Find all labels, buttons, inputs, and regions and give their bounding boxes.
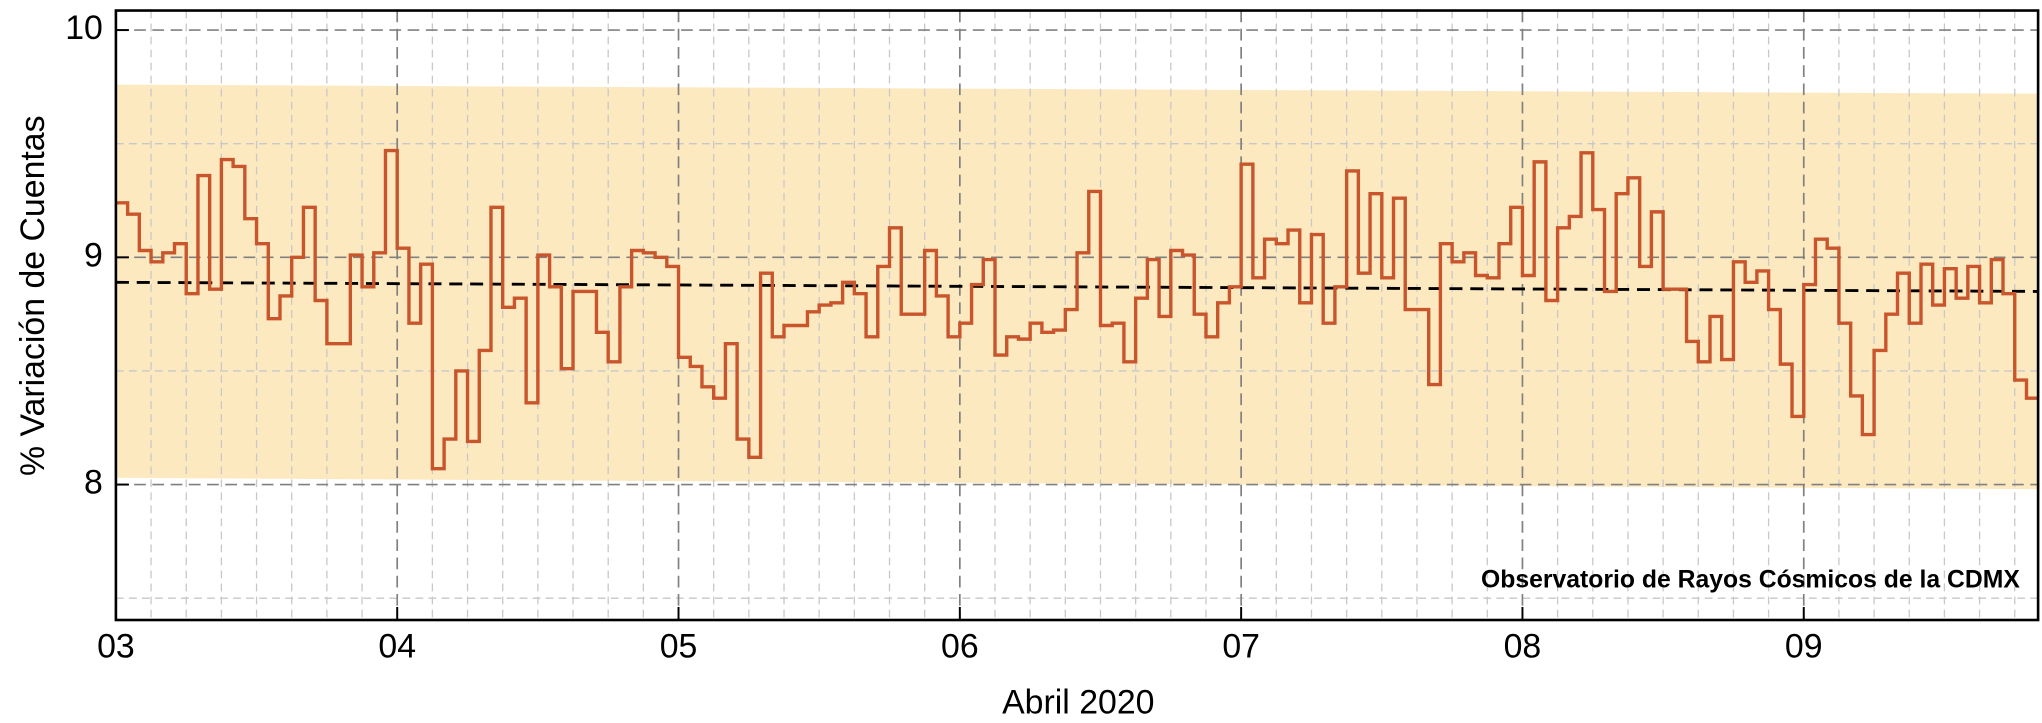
y-axis-label: % Variación de Cuentas bbox=[14, 115, 52, 476]
x-tick-label: 09 bbox=[1785, 628, 1823, 666]
x-tick-label: 05 bbox=[660, 628, 698, 666]
x-tick-label: 04 bbox=[378, 628, 416, 666]
data-line bbox=[115, 148, 2039, 471]
y-tick-label: 9 bbox=[84, 236, 103, 274]
x-tick-label: 07 bbox=[1222, 628, 1260, 666]
x-tick-label: 06 bbox=[941, 628, 979, 666]
x-axis-label: Abril 2020 bbox=[1002, 684, 1154, 722]
plot-frame bbox=[114, 9, 2040, 622]
y-tick-label: 8 bbox=[84, 464, 103, 502]
x-tick-label: 08 bbox=[1504, 628, 1542, 666]
x-tick-label: 03 bbox=[97, 628, 135, 666]
y-tick-label: 10 bbox=[65, 9, 103, 47]
annotation: Observatorio de Rayos Cósmicos de la CDM… bbox=[1481, 566, 2020, 593]
